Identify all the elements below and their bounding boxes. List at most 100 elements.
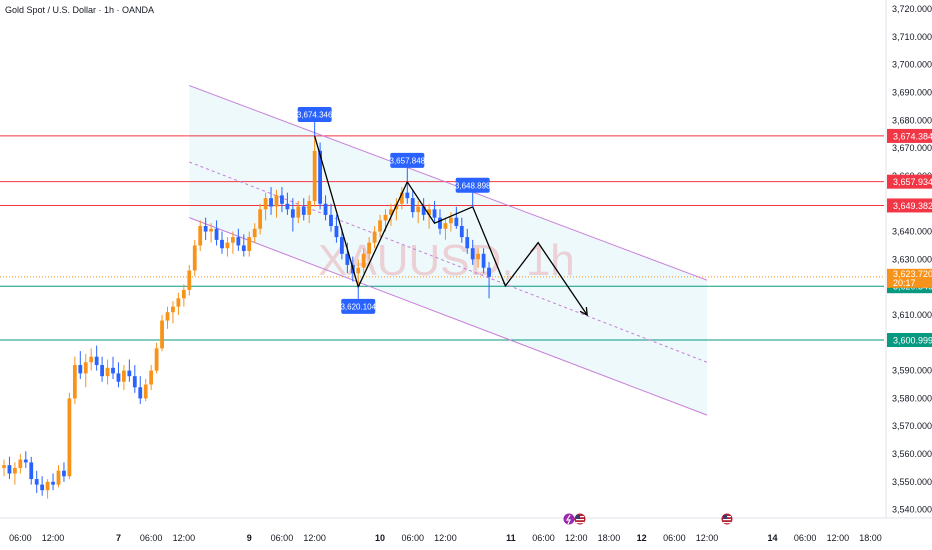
candle-body: [45, 481, 50, 491]
candle-body: [165, 312, 170, 321]
time-tick-label: 11: [506, 533, 516, 543]
candle-body: [438, 217, 442, 229]
candle-body: [345, 253, 350, 265]
time-tick-label: 12:00: [565, 533, 588, 543]
price-tick-label: 3,640.000: [892, 227, 932, 237]
candle-body: [247, 237, 252, 252]
price-level-badge-label: 3,649.382: [893, 201, 932, 211]
candle-body: [361, 253, 366, 268]
candle-body: [149, 370, 154, 385]
price-tick-label: 3,720.000: [892, 4, 932, 14]
candle-body: [13, 467, 17, 474]
price-tick-label: 3,700.000: [892, 60, 932, 70]
time-tick-label: 10: [375, 533, 385, 543]
candle-body: [318, 150, 322, 204]
flag-canton: [576, 515, 580, 519]
channel-lower-line: [189, 217, 708, 416]
candle-body: [465, 237, 470, 249]
candle-body: [241, 245, 246, 252]
price-callout: [390, 152, 425, 168]
candle-body: [181, 289, 186, 299]
candle-body: [421, 206, 426, 215]
candle-body: [56, 470, 61, 485]
price-tick-label: 3,550.000: [892, 477, 932, 487]
bar-countdown-label: 20:17: [893, 278, 916, 288]
price-level-badge-label: 3,657.934: [893, 177, 932, 187]
candle-body: [356, 267, 361, 274]
time-tick-label: 7: [116, 533, 121, 543]
event-markers: [563, 513, 733, 525]
time-tick-label: 12:00: [696, 533, 719, 543]
current-price-label: 3,623.720: [893, 269, 932, 279]
flag-stripe: [723, 519, 731, 521]
projection-arrowhead: [579, 306, 588, 317]
time-tick-label: 18:00: [598, 533, 621, 543]
candle-body: [154, 348, 159, 371]
price-callout-label: 3,674.346: [297, 111, 333, 120]
time-tick-label: 06:00: [794, 533, 817, 543]
candle-body: [7, 465, 12, 474]
candle-body: [18, 459, 23, 468]
time-tick-label: 12:00: [827, 533, 850, 543]
time-tick-label: 06:00: [9, 533, 32, 543]
candle-body: [367, 242, 372, 254]
candle-body: [258, 209, 263, 229]
price-callout: [341, 298, 376, 314]
economic-event-icon[interactable]: [563, 513, 575, 525]
candle-body: [481, 253, 486, 268]
price-axis-badges: 3,674.3843,657.9343,649.3823,620.3493,60…: [887, 128, 932, 348]
candle-body: [78, 365, 83, 374]
candle-body: [111, 367, 115, 374]
candle-body: [285, 203, 290, 210]
symbol-watermark: XAUUSD, 1h: [318, 236, 575, 285]
candle-body: [203, 225, 208, 232]
price-levels: [0, 135, 884, 341]
candle-body: [160, 320, 164, 349]
candle-body: [94, 356, 99, 366]
candle-body: [443, 223, 448, 229]
chart-title: Gold Spot / U.S. Dollar · 1h · OANDA: [5, 5, 154, 15]
candle-body: [2, 465, 6, 468]
price-callout: [455, 177, 490, 193]
candle-body: [301, 206, 306, 215]
candle-body: [263, 198, 268, 210]
price-tick-label: 3,690.000: [892, 87, 932, 97]
candle-body: [389, 209, 393, 215]
candle-body: [143, 384, 148, 399]
candle-body: [67, 398, 72, 477]
candle-body: [105, 367, 110, 377]
time-axis[interactable]: 06:00 12:00 7 06:00 12:00 9 06:00 12:00 10 06:00 1…: [9, 533, 882, 543]
candle-body: [334, 225, 339, 238]
time-tick-label: 06:00: [140, 533, 163, 543]
flag-stripe: [723, 522, 731, 524]
price-tick-label: 3,610.000: [892, 310, 932, 320]
candle-body: [312, 150, 317, 201]
candle-body: [427, 209, 431, 215]
price-tick-label: 3,670.000: [892, 143, 932, 153]
candle-body: [62, 470, 66, 477]
time-tick-label: 18:00: [859, 533, 882, 543]
candle-body: [432, 209, 437, 218]
candle-body: [40, 484, 45, 491]
flag-stripe: [576, 522, 584, 524]
candle-body: [487, 267, 491, 277]
candle-body: [231, 237, 235, 243]
price-callout-label: 3,648.898: [455, 181, 491, 190]
candle-body: [236, 237, 241, 246]
price-tick-label: 3,710.000: [892, 32, 932, 42]
candle-body: [405, 192, 410, 199]
candle-body: [122, 370, 126, 382]
current-price-badge: [887, 268, 932, 288]
candle-body: [372, 231, 377, 243]
time-tick-label: 12:00: [42, 533, 65, 543]
candle-body: [100, 365, 104, 377]
candle-body: [340, 237, 344, 254]
price-callout: [297, 107, 332, 123]
candle-body: [23, 459, 28, 463]
candle-body: [399, 192, 404, 204]
time-tick-label: 14: [767, 533, 777, 543]
time-tick-label: 06:00: [401, 533, 424, 543]
price-level-badge: [887, 198, 932, 213]
candle-body: [116, 373, 121, 382]
